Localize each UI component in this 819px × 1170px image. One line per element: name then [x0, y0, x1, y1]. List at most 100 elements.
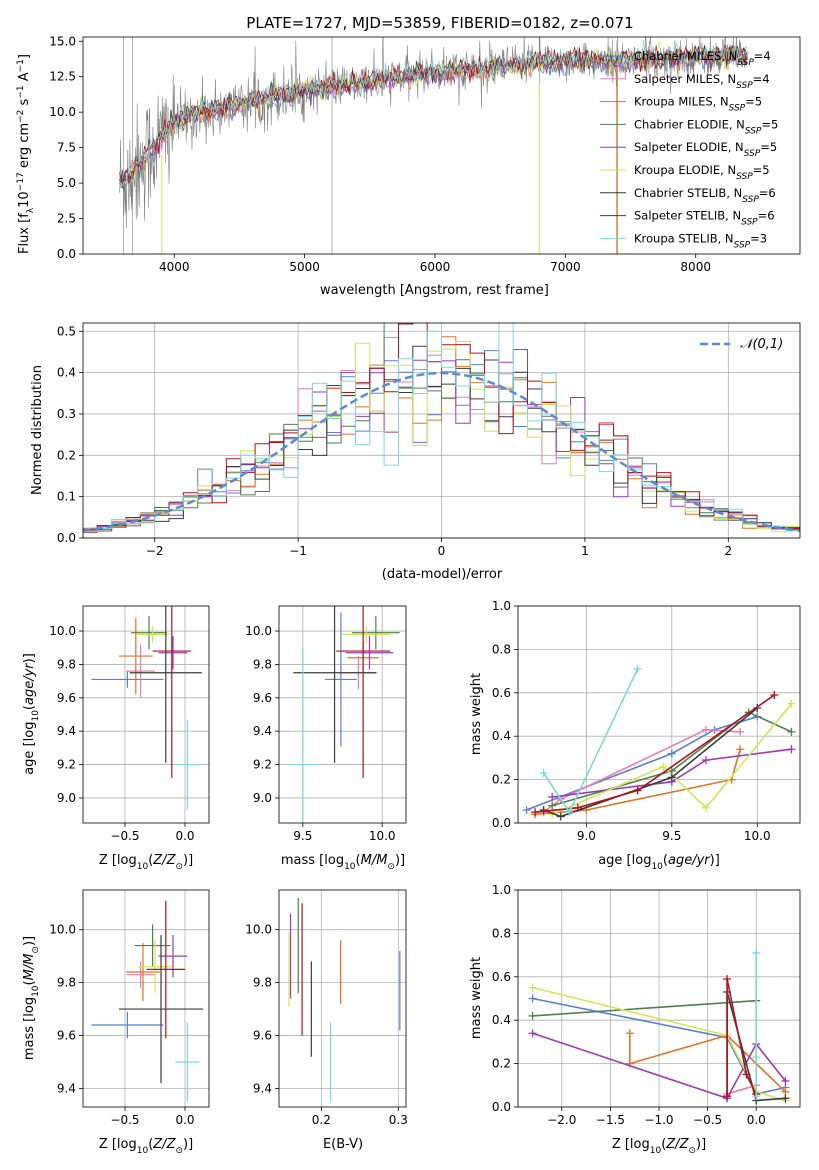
weight-marker [781, 1076, 790, 1085]
x-tick-label: −1.5 [596, 1113, 625, 1127]
x-tick-label: −1 [289, 544, 307, 558]
y-tick-label: 9.2 [57, 758, 76, 772]
x-tick-label: 0 [438, 544, 446, 558]
weight-marker [573, 803, 582, 812]
y-tick-label: 10.0 [245, 923, 272, 937]
weight-marker [736, 727, 745, 736]
weight-line [526, 715, 758, 811]
y-tick-label: 9.0 [253, 791, 272, 805]
x-tick-label: 10.0 [369, 829, 396, 843]
weight-marker [565, 808, 574, 817]
y-tick-label: 0.0 [57, 531, 76, 545]
y-axis-label: Normed distribution [30, 365, 45, 495]
x-tick-label: −0.5 [693, 1113, 722, 1127]
x-tick-label: 10.0 [744, 829, 771, 843]
x-tick-label: 8000 [680, 260, 711, 274]
x-tick-label: 6000 [420, 260, 451, 274]
x-tick-label: −0.5 [110, 1113, 139, 1127]
weight-marker [702, 803, 710, 812]
plot-area [91, 900, 203, 1102]
y-tick-label: 0.1 [57, 490, 76, 504]
legend-entry: Chabrier MILES, NSSP=4 [634, 49, 771, 68]
plot-area [288, 897, 401, 1102]
residual-histogram [83, 323, 800, 538]
y-axis-label: mass weight [469, 957, 484, 1039]
legend-entry: Chabrier ELODIE, NSSP=5 [634, 117, 778, 136]
weight-marker [556, 812, 565, 821]
y-tick-label: 0.6 [492, 970, 511, 984]
axes-frame [278, 889, 407, 1108]
y-tick-label: 0.8 [492, 926, 511, 940]
y-tick-label: 1.0 [492, 599, 511, 613]
plot-area [528, 948, 790, 1105]
y-tick-label: 0.0 [492, 1100, 511, 1114]
y-tick-label: 9.4 [253, 724, 272, 738]
weight-marker [522, 805, 531, 814]
axes-frame [517, 605, 801, 824]
x-tick-label: 4000 [159, 260, 190, 274]
x-tick-label: 5000 [289, 260, 320, 274]
y-tick-label: 9.4 [57, 724, 76, 738]
y-tick-label: 0.4 [492, 1013, 511, 1027]
weight-marker [702, 725, 710, 734]
x-axis-label: Z [log10(Z/Z⊙)] [99, 853, 193, 872]
model-spectrum-line [119, 40, 748, 187]
y-axis-label: mass [log10(M/M⊙)] [22, 936, 41, 1060]
gaussian-curve [83, 371, 800, 533]
x-tick-label: 9.0 [577, 829, 596, 843]
weight-marker [742, 1070, 751, 1079]
x-tick-label: 1 [581, 544, 589, 558]
weight-marker [787, 699, 796, 708]
weight-marker [528, 1011, 537, 1020]
y-tick-label: 10.0 [49, 923, 76, 937]
weight-marker [548, 801, 557, 810]
y-tick-label: 2.5 [57, 212, 76, 226]
legend-entry: Salpeter MILES, NSSP=4 [634, 72, 770, 91]
weight-marker [781, 1094, 790, 1103]
y-tick-label: 9.4 [57, 1081, 76, 1095]
x-tick-label: −1.0 [644, 1113, 673, 1127]
weight-marker [736, 745, 745, 754]
weight-marker [633, 664, 642, 673]
y-tick-label: 9.8 [253, 657, 272, 671]
y-tick-label: 9.0 [57, 791, 76, 805]
axes-frame [82, 322, 801, 539]
y-tick-label: 0.0 [492, 816, 511, 830]
legend-entry: Chabrier STELIB, NSSP=6 [634, 186, 776, 205]
x-axis-label: Z [log10(Z/Z⊙)] [99, 1137, 193, 1156]
axes-spectrum: 4000 5000 6000 7000 8000 0.0 2.5 5.0 7.5 10.0 12.5… [49, 34, 801, 274]
legend-entry: Salpeter ELODIE, NSSP=5 [634, 140, 777, 159]
y-tick-label: 9.6 [57, 1029, 76, 1043]
y-tick-label: 9.6 [57, 691, 76, 705]
weight-marker [702, 756, 710, 765]
plot-area [91, 606, 202, 810]
y-tick-label: 10.0 [49, 624, 76, 638]
axes-age_vs_mass: 9.5 10.0 9.0 9.2 9.4 9.6 9.8 10.0 [245, 605, 407, 843]
axes-residuals: −2 −1 0 1 2 0.0 0.1 0.2 0.3 0.4 0.5 [57, 322, 801, 558]
weight-marker [539, 769, 548, 778]
x-tick-label: 0.3 [389, 1113, 408, 1127]
x-tick-label: 9.5 [293, 829, 312, 843]
y-tick-label: 0.4 [57, 366, 76, 380]
legend-entry: Kroupa ELODIE, NSSP=5 [634, 163, 770, 182]
y-tick-label: 0.3 [57, 407, 76, 421]
weight-marker [528, 1029, 537, 1038]
weight-line [726, 978, 757, 1097]
y-tick-label: 0.8 [492, 642, 511, 656]
x-tick-label: 9.5 [662, 829, 681, 843]
y-tick-label: 9.4 [253, 1081, 272, 1095]
x-tick-label: 0.2 [312, 1113, 331, 1127]
x-tick-label: 2 [724, 544, 732, 558]
weight-line [532, 986, 786, 1102]
y-tick-label: 1.0 [492, 883, 511, 897]
y-tick-label: 0.2 [492, 773, 511, 787]
y-tick-label: 12.5 [49, 70, 76, 84]
plot-area [119, 37, 749, 254]
axes-frame [82, 889, 210, 1108]
x-tick-label: 0.0 [747, 1113, 766, 1127]
weight-marker [787, 745, 796, 754]
axes-weight_vs_Z: −2.0 −1.5 −1.0 −0.5 0.0 0.0 0.2 0.4 0.6 0.8 1.0 [492, 883, 801, 1127]
model-spectrum-line [119, 46, 747, 185]
y-axis-label: age [log10(age/yr)] [22, 653, 41, 775]
x-axis-label: mass [log10(M/M⊙)] [281, 853, 405, 872]
